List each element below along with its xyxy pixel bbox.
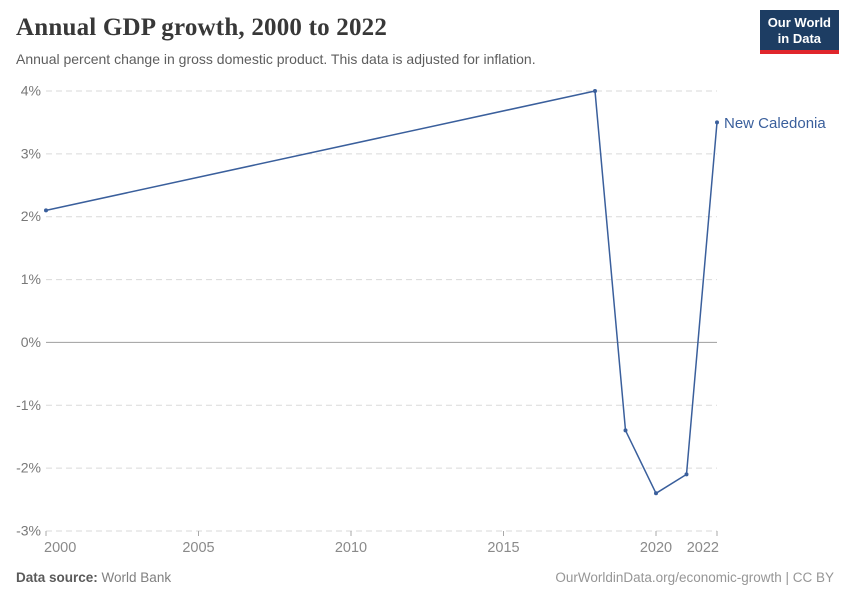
y-tick-label: -1% bbox=[16, 397, 41, 413]
logo-line1: Our World bbox=[767, 15, 831, 30]
x-tick-label: 2022 bbox=[687, 540, 719, 556]
chart-title: Annual GDP growth, 2000 to 2022 bbox=[16, 14, 388, 41]
y-tick-label: 3% bbox=[21, 145, 41, 161]
y-tick-label: 1% bbox=[21, 271, 41, 287]
y-tick-label: 0% bbox=[21, 334, 41, 350]
y-tick-label: 2% bbox=[21, 208, 41, 224]
x-tick-label: 2000 bbox=[44, 540, 76, 556]
data-point bbox=[684, 472, 689, 477]
x-tick-label: 2020 bbox=[640, 540, 672, 556]
y-tick-label: -3% bbox=[16, 523, 41, 539]
data-source-label: Data source: bbox=[16, 570, 98, 585]
chart-footer: Data source: World Bank OurWorldinData.o… bbox=[16, 570, 834, 585]
data-point bbox=[593, 89, 597, 93]
data-source-value: World Bank bbox=[101, 570, 172, 585]
credit-line: OurWorldinData.org/economic-growth | CC … bbox=[555, 570, 834, 585]
x-tick-label: 2005 bbox=[182, 540, 214, 556]
y-tick-label: 4% bbox=[21, 83, 41, 99]
owid-logo: Our World in Data bbox=[759, 10, 839, 55]
data-source: Data source: World Bank bbox=[16, 570, 171, 585]
series-label: New Caledonia bbox=[724, 115, 826, 132]
data-line bbox=[45, 90, 718, 495]
data-point bbox=[44, 208, 48, 213]
chart-header: Annual GDP growth, 2000 to 2022 Annual p… bbox=[16, 14, 760, 68]
y-tick-label: -2% bbox=[16, 460, 41, 476]
chart-subtitle: Annual percent change in gross domestic … bbox=[16, 50, 536, 67]
x-tick-label: 2010 bbox=[335, 540, 367, 556]
logo-line2: in Data bbox=[777, 30, 822, 46]
data-point bbox=[623, 428, 628, 433]
x-tick-label: 2015 bbox=[487, 540, 519, 556]
data-point bbox=[715, 120, 719, 125]
data-point bbox=[654, 491, 658, 496]
